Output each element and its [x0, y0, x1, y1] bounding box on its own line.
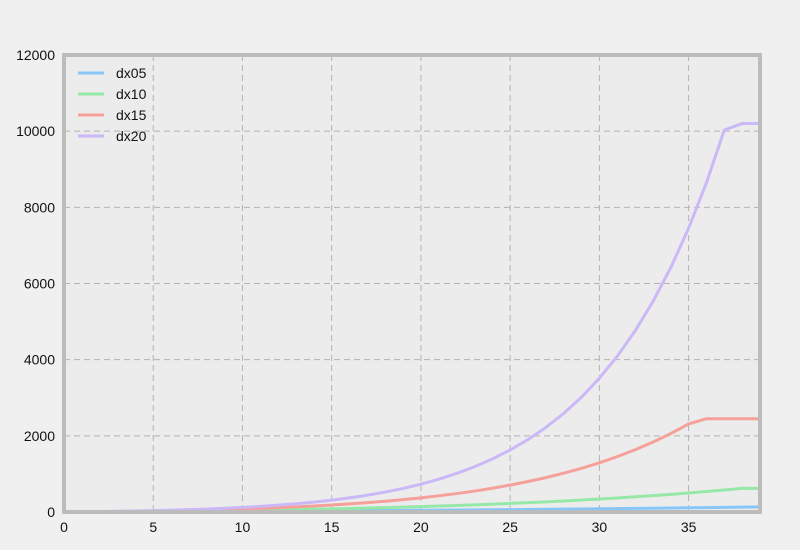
plot-frame [62, 53, 762, 514]
y-tick-label: 12000 [16, 47, 55, 63]
grid-lines [64, 55, 760, 512]
y-tick-label: 8000 [24, 199, 55, 215]
legend-label-dx20: dx20 [116, 128, 147, 144]
legend-label-dx10: dx10 [116, 86, 147, 102]
x-axis-ticks: 0 5 10 15 20 25 30 35 [60, 519, 697, 535]
legend: dx05 dx10 dx15 dx20 [78, 65, 147, 144]
x-tick-label: 25 [502, 519, 518, 535]
y-axis-ticks: 0 2000 4000 6000 8000 10000 12000 [16, 47, 55, 520]
x-tick-label: 20 [413, 519, 429, 535]
x-tick-label: 30 [592, 519, 608, 535]
x-tick-label: 15 [324, 519, 340, 535]
x-tick-label: 10 [235, 519, 251, 535]
y-tick-label: 0 [47, 504, 55, 520]
y-tick-label: 6000 [24, 276, 55, 292]
x-tick-label: 0 [60, 519, 68, 535]
x-tick-label: 35 [681, 519, 697, 535]
y-tick-label: 2000 [24, 428, 55, 444]
legend-label-dx15: dx15 [116, 107, 147, 123]
y-tick-label: 10000 [16, 123, 55, 139]
series-line-dx20 [63, 122, 760, 514]
x-tick-label: 5 [149, 519, 157, 535]
legend-label-dx05: dx05 [116, 65, 147, 81]
y-tick-label: 4000 [24, 352, 55, 368]
